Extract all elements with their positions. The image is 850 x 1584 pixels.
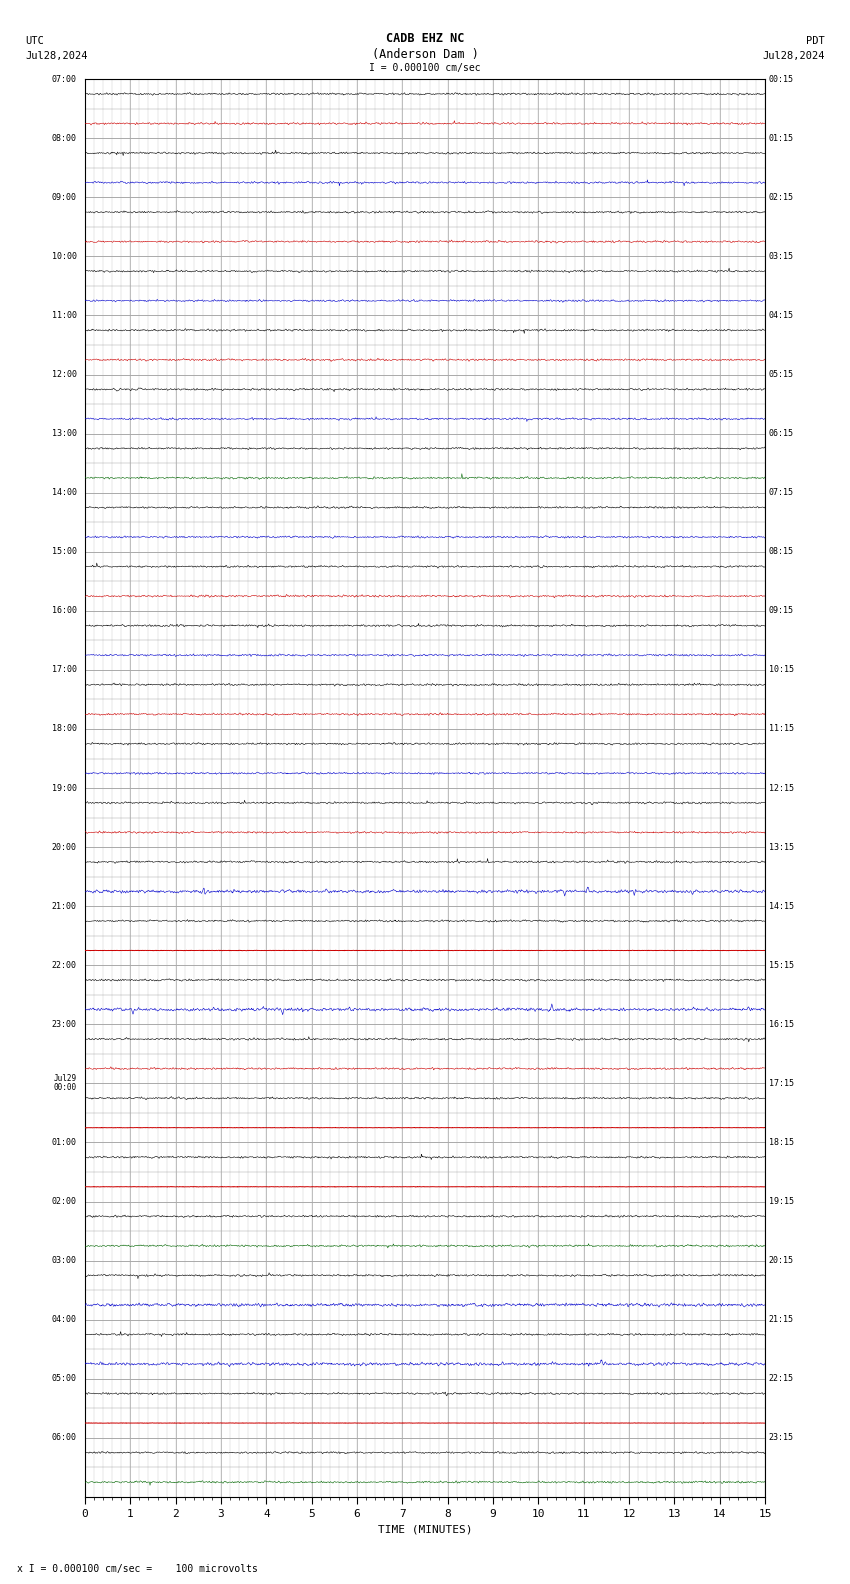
Text: 15:15: 15:15 bbox=[768, 961, 794, 969]
Text: x I = 0.000100 cm/sec =    100 microvolts: x I = 0.000100 cm/sec = 100 microvolts bbox=[17, 1565, 258, 1574]
Text: 13:15: 13:15 bbox=[768, 843, 794, 852]
Text: CADB EHZ NC: CADB EHZ NC bbox=[386, 32, 464, 44]
Text: 20:15: 20:15 bbox=[768, 1256, 794, 1266]
Text: 14:15: 14:15 bbox=[768, 901, 794, 911]
Text: 12:00: 12:00 bbox=[52, 371, 76, 379]
Text: 17:15: 17:15 bbox=[768, 1079, 794, 1088]
Text: 17:00: 17:00 bbox=[52, 665, 76, 675]
Text: 08:15: 08:15 bbox=[768, 546, 794, 556]
Text: 00:15: 00:15 bbox=[768, 74, 794, 84]
Text: 01:00: 01:00 bbox=[52, 1137, 76, 1147]
Text: 18:00: 18:00 bbox=[52, 724, 76, 733]
Text: 22:15: 22:15 bbox=[768, 1375, 794, 1383]
Text: 14:00: 14:00 bbox=[52, 488, 76, 497]
Text: 16:00: 16:00 bbox=[52, 607, 76, 615]
Text: 22:00: 22:00 bbox=[52, 961, 76, 969]
Text: 09:00: 09:00 bbox=[52, 193, 76, 201]
Text: 05:00: 05:00 bbox=[52, 1375, 76, 1383]
Text: UTC: UTC bbox=[26, 36, 44, 46]
Text: Jul29: Jul29 bbox=[54, 1074, 76, 1083]
X-axis label: TIME (MINUTES): TIME (MINUTES) bbox=[377, 1524, 473, 1535]
Text: 07:15: 07:15 bbox=[768, 488, 794, 497]
Text: 10:00: 10:00 bbox=[52, 252, 76, 261]
Text: 19:00: 19:00 bbox=[52, 784, 76, 792]
Text: 00:00: 00:00 bbox=[54, 1083, 76, 1093]
Text: 11:15: 11:15 bbox=[768, 724, 794, 733]
Text: 19:15: 19:15 bbox=[768, 1198, 794, 1205]
Text: 10:15: 10:15 bbox=[768, 665, 794, 675]
Text: 09:15: 09:15 bbox=[768, 607, 794, 615]
Text: 02:00: 02:00 bbox=[52, 1198, 76, 1205]
Text: I = 0.000100 cm/sec: I = 0.000100 cm/sec bbox=[369, 63, 481, 73]
Text: 12:15: 12:15 bbox=[768, 784, 794, 792]
Text: 20:00: 20:00 bbox=[52, 843, 76, 852]
Text: 04:00: 04:00 bbox=[52, 1315, 76, 1324]
Text: 23:15: 23:15 bbox=[768, 1434, 794, 1443]
Text: 13:00: 13:00 bbox=[52, 429, 76, 439]
Text: 21:00: 21:00 bbox=[52, 901, 76, 911]
Text: PDT: PDT bbox=[806, 36, 824, 46]
Text: 08:00: 08:00 bbox=[52, 133, 76, 143]
Text: (Anderson Dam ): (Anderson Dam ) bbox=[371, 48, 479, 60]
Text: 23:00: 23:00 bbox=[52, 1020, 76, 1030]
Text: 06:00: 06:00 bbox=[52, 1434, 76, 1443]
Text: 06:15: 06:15 bbox=[768, 429, 794, 439]
Text: 21:15: 21:15 bbox=[768, 1315, 794, 1324]
Text: Jul28,2024: Jul28,2024 bbox=[26, 51, 88, 60]
Text: 07:00: 07:00 bbox=[52, 74, 76, 84]
Text: 01:15: 01:15 bbox=[768, 133, 794, 143]
Text: Jul28,2024: Jul28,2024 bbox=[762, 51, 824, 60]
Text: 18:15: 18:15 bbox=[768, 1137, 794, 1147]
Text: 03:00: 03:00 bbox=[52, 1256, 76, 1266]
Text: 03:15: 03:15 bbox=[768, 252, 794, 261]
Text: 04:15: 04:15 bbox=[768, 310, 794, 320]
Text: 16:15: 16:15 bbox=[768, 1020, 794, 1030]
Text: 05:15: 05:15 bbox=[768, 371, 794, 379]
Text: 15:00: 15:00 bbox=[52, 546, 76, 556]
Text: 02:15: 02:15 bbox=[768, 193, 794, 201]
Text: 11:00: 11:00 bbox=[52, 310, 76, 320]
